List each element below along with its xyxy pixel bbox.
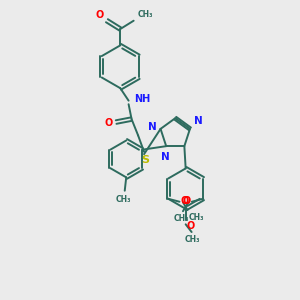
Text: O: O xyxy=(95,10,103,20)
Text: CH₃: CH₃ xyxy=(116,195,132,204)
Text: O: O xyxy=(105,118,113,128)
Text: CH₃: CH₃ xyxy=(184,235,200,244)
Text: N: N xyxy=(161,152,170,161)
Text: N: N xyxy=(194,116,203,126)
Text: N: N xyxy=(148,122,156,132)
Text: O: O xyxy=(182,196,191,206)
Text: NH: NH xyxy=(134,94,150,104)
Text: O: O xyxy=(181,196,189,206)
Text: O: O xyxy=(186,221,194,231)
Text: CH₃: CH₃ xyxy=(174,214,190,223)
Text: CH₃: CH₃ xyxy=(188,213,204,222)
Text: S: S xyxy=(141,155,149,165)
Text: CH₃: CH₃ xyxy=(138,10,154,19)
